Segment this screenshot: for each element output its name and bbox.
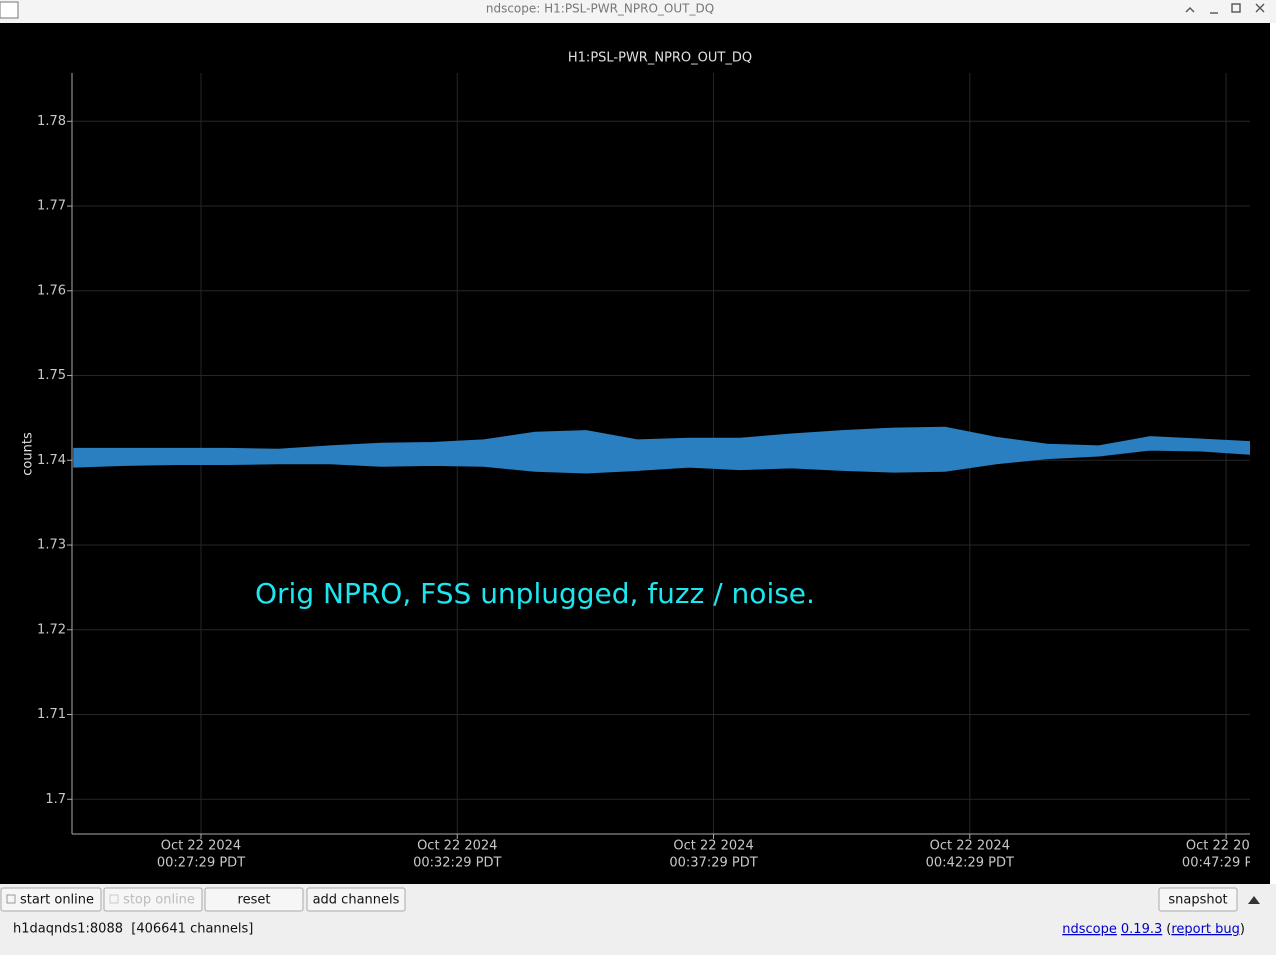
link[interactable]: 0.19.3	[1121, 922, 1162, 937]
maximize-arrow[interactable]	[1185, 7, 1195, 13]
server-status: h1daqnds1:8088 [406641 channels]	[13, 922, 253, 937]
button-label[interactable]: reset	[238, 893, 271, 908]
button[interactable]	[1158, 887, 1238, 912]
x-tick-label: 00:27:29 PDT	[157, 856, 245, 871]
x-tick-label: Oct 22 2024	[673, 839, 753, 854]
y-tick-label: 1.7	[45, 792, 66, 807]
maximize-button[interactable]	[1231, 3, 1241, 13]
annotation: Orig NPRO, FSS unplugged, fuzz / noise.	[255, 577, 815, 610]
button-label: stop online	[123, 893, 195, 908]
title-bar	[0, 0, 1276, 23]
y-tick-label: 1.75	[37, 368, 66, 383]
button-label[interactable]: add channels	[313, 893, 400, 908]
button[interactable]	[0, 887, 102, 912]
button-icon	[109, 894, 119, 904]
button[interactable]	[204, 887, 304, 912]
x-tick-label: Oct 22 2024	[161, 839, 241, 854]
y-axis-label: counts	[21, 432, 36, 476]
plot-area	[73, 426, 1250, 474]
button-label[interactable]: start online	[20, 893, 94, 908]
button	[103, 887, 203, 912]
x-tick-label: 00:37:29 PDT	[669, 856, 757, 871]
x-tick-label: 00:32:29 PDT	[413, 856, 501, 871]
button-icon	[6, 894, 16, 904]
window-icon	[0, 1, 19, 19]
x-tick-label: 00:47:29 PDT	[1182, 856, 1270, 871]
link[interactable]: report bug	[1171, 922, 1240, 937]
x-tick-labels: Oct 22 2024 00:27:29 PDT Oct 22 2024 00:32:…	[157, 839, 1270, 871]
y-tick-label: 1.74	[37, 453, 66, 468]
window-edge	[1270, 23, 1276, 884]
grid	[72, 73, 1250, 834]
x-tick-label: Oct 22 2024	[417, 839, 497, 854]
footer-text: )	[1240, 922, 1245, 937]
x-tick-label: 00:42:29 PDT	[926, 856, 1014, 871]
y-tick-label: 1.73	[37, 538, 66, 553]
plot-title: H1:PSL-PWR_NPRO_OUT_DQ	[568, 51, 752, 66]
y-tick-label: 1.78	[37, 114, 66, 129]
toolbar: start online stop online reset add channels…	[0, 884, 1276, 951]
footer-text: (	[1166, 922, 1171, 937]
y-tick-label: 1.71	[37, 707, 66, 722]
y-tick-label: 1.72	[37, 622, 66, 637]
footer-links: ndscope 0.19.3 (report bug)	[1062, 922, 1245, 937]
x-tick-label: Oct 22 2024	[1186, 839, 1266, 854]
window-controls[interactable]	[1185, 3, 1265, 14]
button[interactable]	[306, 887, 406, 912]
link[interactable]: ndscope	[1062, 922, 1117, 937]
expand-toggle[interactable]	[1248, 896, 1260, 904]
close-button[interactable]	[1255, 3, 1265, 13]
y-tick-label: 1.77	[37, 199, 66, 214]
button-label[interactable]: snapshot	[1168, 893, 1227, 908]
axis-labels: 1.7 1.71 1.72 1.73 1.74 1.75 1.76 1.77 1.78	[37, 114, 1227, 839]
signal-band	[73, 426, 1250, 474]
y-tick-label: 1.76	[37, 283, 66, 298]
window-title: ndscope: H1:PSL-PWR_NPRO_OUT_DQ	[486, 2, 714, 16]
x-tick-label: Oct 22 2024	[930, 839, 1010, 854]
